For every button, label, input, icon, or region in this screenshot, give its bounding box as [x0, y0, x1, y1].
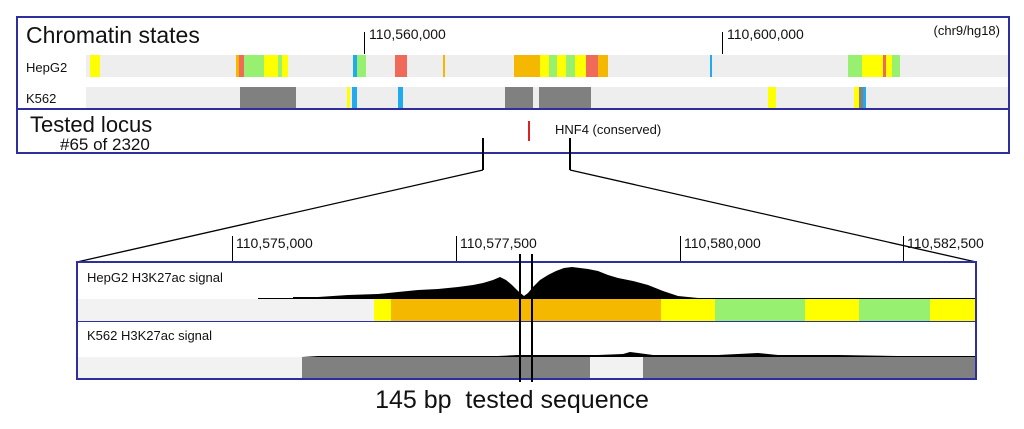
- coord-tick-2: [722, 32, 723, 54]
- state-seg: [347, 87, 350, 109]
- zoom-coord-tick-3: [680, 236, 681, 262]
- zoom-coord-tick-4: [903, 236, 904, 262]
- genome-assembly-label: (chr9/hg18): [933, 23, 1000, 38]
- state-seg: [930, 299, 975, 321]
- state-seg: [892, 55, 900, 77]
- state-seg: [805, 299, 859, 321]
- state-seg: [443, 55, 445, 77]
- state-seg: [239, 55, 244, 77]
- state-seg: [848, 55, 862, 77]
- k562-state-bar: [78, 357, 975, 378]
- tested-locus-title: Tested locus: [30, 112, 153, 137]
- state-seg: [391, 299, 661, 321]
- state-seg: [240, 87, 296, 109]
- state-seg: [282, 55, 288, 77]
- hepg2-state-track: [86, 55, 1008, 77]
- state-seg: [244, 55, 264, 77]
- coord-label-1: 110,560,000: [369, 26, 446, 42]
- state-seg: [90, 55, 100, 77]
- coord-label-2: 110,600,000: [727, 26, 804, 42]
- state-seg: [540, 55, 549, 77]
- state-seg: [278, 55, 282, 77]
- state-seg: [768, 87, 776, 109]
- state-seg: [854, 87, 859, 109]
- state-seg: [357, 55, 366, 77]
- hepg2-state-bar: [78, 299, 975, 321]
- state-seg: [883, 55, 886, 77]
- state-seg: [395, 55, 407, 77]
- coord-tick-1: [364, 32, 365, 54]
- tested-locus-panel: Tested locus #65 of 2320 HNF4 (conserved…: [16, 108, 1010, 154]
- state-seg: [549, 55, 557, 77]
- state-seg: [264, 55, 278, 77]
- zoom-coord-label-4: 110,582,500: [907, 235, 984, 251]
- track-label-k562: K562: [26, 91, 57, 106]
- chromatin-states-title: Chromatin states: [26, 22, 200, 48]
- state-seg: [514, 55, 540, 77]
- state-seg: [859, 299, 930, 321]
- state-seg: [236, 55, 239, 77]
- tested-locus-rank: #65 of 2320: [60, 135, 150, 154]
- zoom-coord-label-1: 110,575,000: [236, 235, 313, 251]
- hepg2-signal-label: HepG2 H3K27ac signal: [87, 270, 223, 285]
- k562-signal-label: K562 H3K27ac signal: [87, 328, 213, 343]
- state-seg: [886, 55, 892, 77]
- state-seg: [863, 87, 866, 109]
- zoom-coord-label-3: 110,580,000: [684, 235, 761, 251]
- state-seg: [710, 55, 712, 77]
- tested-sequence-caption: 145 bp tested sequence: [375, 386, 649, 414]
- state-seg: [862, 55, 883, 77]
- state-seg: [566, 55, 575, 77]
- state-seg: [505, 87, 533, 109]
- state-seg: [352, 87, 357, 109]
- state-seg: [557, 55, 566, 77]
- state-seg: [598, 55, 608, 77]
- state-seg: [374, 299, 391, 321]
- track-divider: [78, 321, 975, 322]
- h3k27ac-zoom-panel: HepG2 H3K27ac signal K562 H3K27ac signal: [76, 261, 977, 380]
- zoom-coord-tick-1: [232, 236, 233, 262]
- k562-h3k27ac-signal: [302, 352, 975, 357]
- state-seg: [715, 299, 805, 321]
- state-seg: [302, 357, 590, 378]
- state-seg: [586, 55, 598, 77]
- tested-locus-marker: [528, 121, 530, 141]
- state-seg: [539, 87, 591, 109]
- tested-sequence-left-bound: [519, 254, 521, 382]
- k562-state-track: [86, 87, 1008, 109]
- chromatin-states-panel: Chromatin states (chr9/hg18) 110,560,000…: [16, 16, 1010, 112]
- tested-sequence-right-bound: [531, 254, 533, 382]
- state-seg: [661, 299, 715, 321]
- zoom-coord-tick-2: [456, 236, 457, 262]
- state-seg: [859, 87, 863, 109]
- state-seg: [398, 87, 403, 109]
- track-label-hepg2: HepG2: [26, 60, 68, 75]
- state-seg: [643, 357, 975, 378]
- state-seg: [575, 55, 586, 77]
- zoom-coord-label-2: 110,577,500: [460, 235, 537, 251]
- state-seg: [353, 55, 357, 77]
- hnf4-label: HNF4 (conserved): [555, 122, 662, 137]
